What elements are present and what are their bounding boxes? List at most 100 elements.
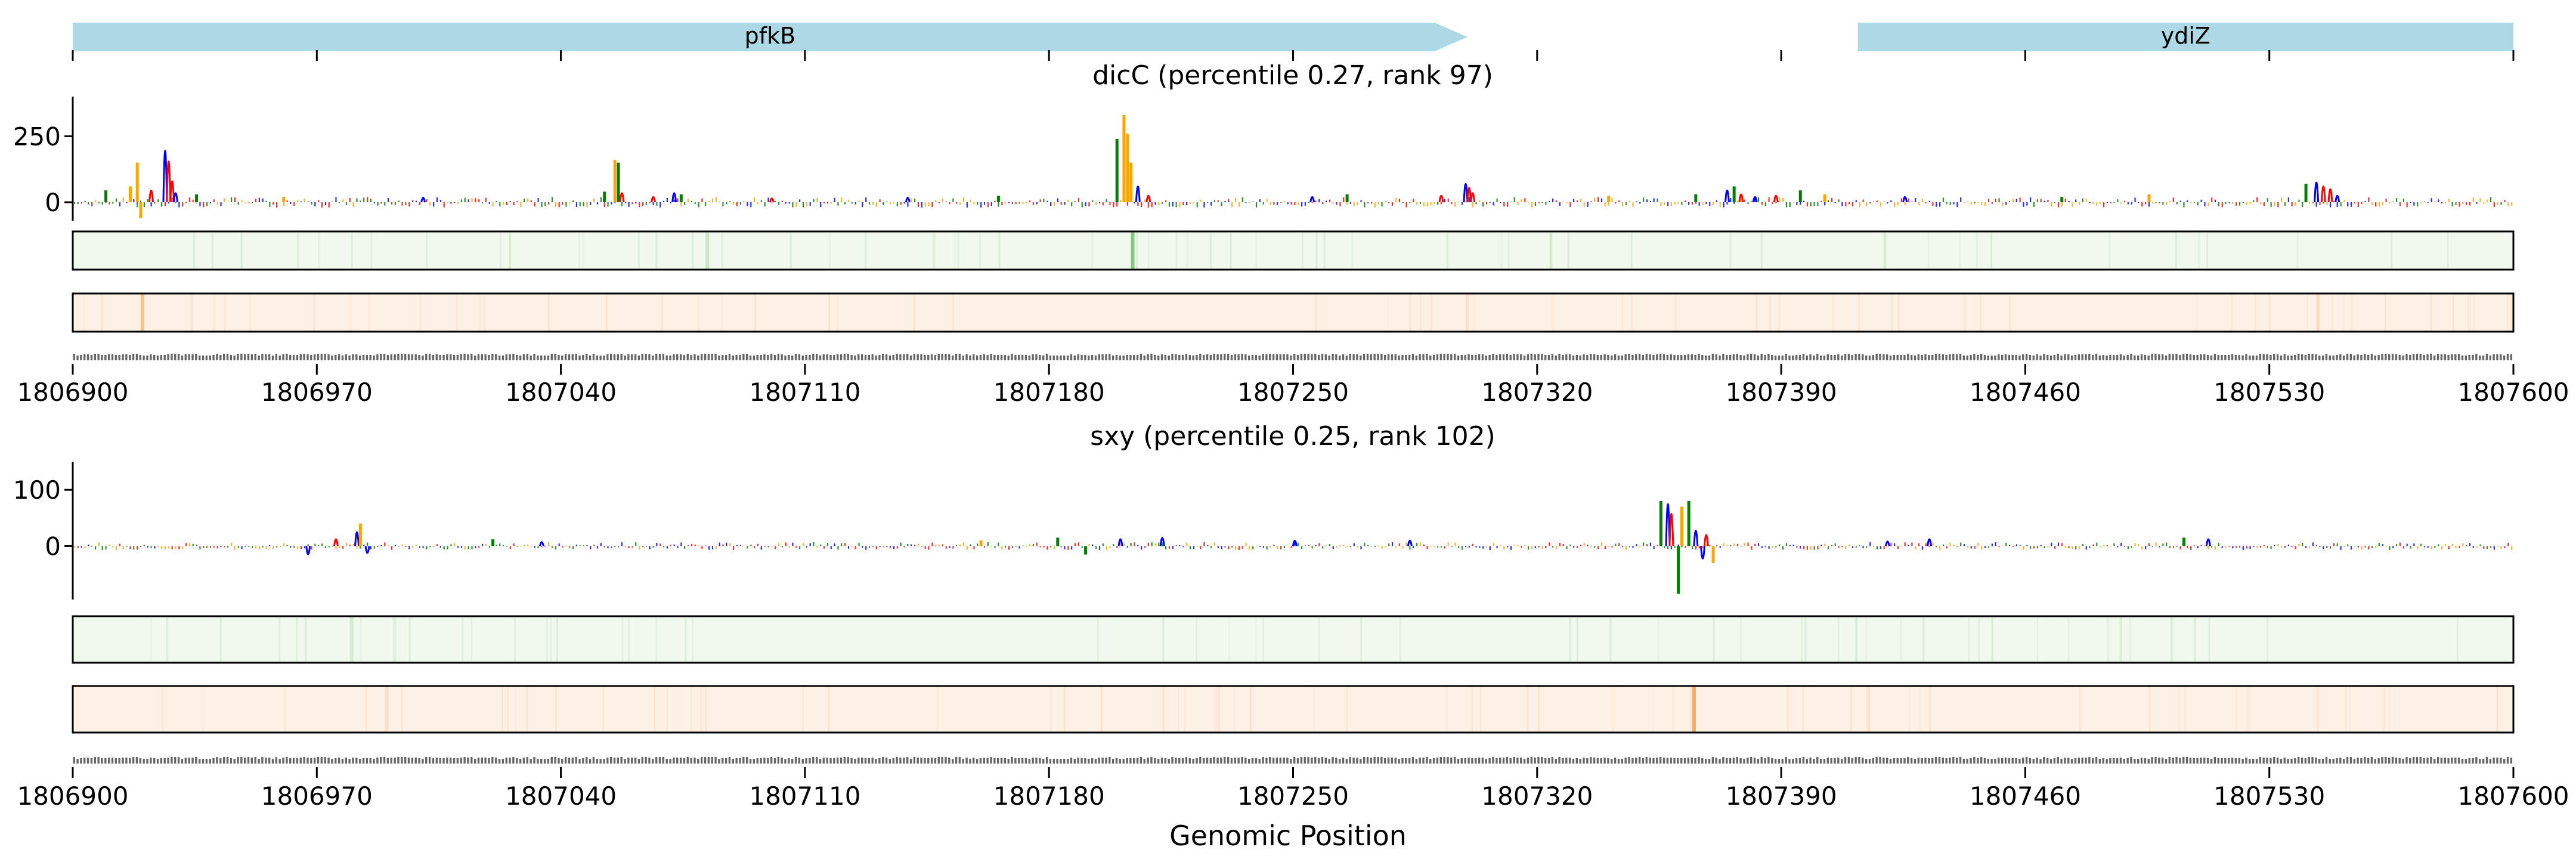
sequence-base <box>739 758 741 764</box>
track2-streak <box>2506 293 2509 332</box>
sequence-base <box>1555 356 1557 360</box>
track1-streak <box>1968 616 1970 663</box>
sequence-base <box>1496 758 1498 764</box>
sequence-base <box>1290 759 1292 764</box>
sequence-base <box>2085 758 2087 764</box>
track2-streak <box>2079 686 2081 733</box>
sequence-base <box>1457 759 1460 764</box>
sequence-base <box>495 354 497 360</box>
sequence-base <box>1854 757 1857 764</box>
sequence-base <box>2228 355 2230 360</box>
heat-tracks-dicc <box>72 230 2515 333</box>
sequence-base <box>1498 354 1501 360</box>
sequence-base <box>1750 757 1753 764</box>
sequence-base <box>1593 758 1596 764</box>
sequence-base <box>212 758 215 764</box>
sequence-base <box>617 758 620 764</box>
sequence-base <box>2426 758 2429 764</box>
sequence-base <box>2468 355 2470 360</box>
logo-peak-3 <box>139 202 143 218</box>
sequence-base <box>341 356 344 360</box>
sequence-base <box>658 354 661 360</box>
sequence-base <box>240 354 243 360</box>
sequence-base <box>1896 758 1899 764</box>
sequence-base <box>1586 758 1589 764</box>
sequence-base <box>2353 759 2355 764</box>
track2-streak <box>952 293 955 332</box>
sequence-base <box>1590 354 1592 360</box>
sequence-base <box>1760 757 1763 764</box>
sequence-base <box>826 354 828 360</box>
sequence-base <box>2241 759 2244 764</box>
sequence-base <box>1080 758 1083 764</box>
sequence-base <box>1070 758 1073 764</box>
sequence-base <box>1471 758 1473 764</box>
sequence-base <box>833 758 835 764</box>
sequence-base <box>1258 759 1261 764</box>
sequence-base <box>1237 758 1240 764</box>
sequence-base <box>265 758 267 764</box>
sequence-base <box>2004 758 2007 764</box>
sequence-base <box>1185 757 1188 764</box>
sequence-base <box>2447 758 2450 764</box>
track2-streak <box>837 293 839 332</box>
sequence-base <box>1077 354 1079 360</box>
sequence-base <box>2234 355 2237 360</box>
sequence-base <box>1736 757 1738 764</box>
track2-streak <box>349 293 351 332</box>
sequence-base <box>1084 355 1086 360</box>
track1-streak <box>2267 616 2269 663</box>
track2-streak <box>691 686 693 733</box>
sequence-base <box>414 758 417 764</box>
sequence-base <box>1380 354 1383 360</box>
sequence-base <box>1785 757 1787 764</box>
sequence-base <box>2213 354 2216 360</box>
logo-peak-38 <box>1738 193 1744 203</box>
sequence-base <box>714 354 717 360</box>
sequence-base <box>1241 354 1243 360</box>
track2-highlight <box>1866 686 1871 733</box>
logo-peak-5 <box>162 150 168 203</box>
track2-streak <box>699 686 702 733</box>
track1-streak <box>1922 616 1925 663</box>
track1-streak <box>1729 231 1732 270</box>
track2-streak <box>913 293 915 332</box>
sequence-base <box>857 758 860 764</box>
x-axis-dicc: 1806900 1806970 1807040 1807110 1807180 18072… <box>17 364 2569 407</box>
logo-peak-25 <box>1129 162 1133 203</box>
track1-streak <box>1854 616 1857 663</box>
sequence-base <box>1719 759 1721 764</box>
sequence-base <box>373 356 375 360</box>
sequence-base <box>2077 758 2080 764</box>
track2-highlight <box>2316 293 2320 332</box>
sequence-base <box>2360 758 2363 764</box>
sequence-base <box>1862 354 1864 360</box>
sequence-base <box>1928 355 1930 360</box>
sequence-base <box>1077 758 1079 764</box>
track1-streak <box>789 231 792 270</box>
logo-peak-0 <box>305 546 311 555</box>
sequence-base <box>1492 757 1494 764</box>
sequence-base <box>1708 759 1711 764</box>
track1-streak <box>953 231 956 270</box>
sequence-base <box>543 356 546 360</box>
logo-peak-44 <box>2060 197 2064 203</box>
sequence-base <box>2018 356 2021 360</box>
track2-streak <box>2467 293 2469 332</box>
sequence-base <box>2280 356 2283 360</box>
sequence-base <box>1422 758 1425 764</box>
sequence-base <box>1370 758 1373 764</box>
sequence-base <box>1809 354 1812 360</box>
sequence-base <box>230 758 233 764</box>
track1-streak <box>957 231 959 270</box>
sequence-base <box>1826 758 1829 764</box>
sequence-base <box>1771 758 1773 764</box>
sequence-base <box>882 354 884 360</box>
sequence-base <box>177 757 180 764</box>
sequence-base <box>554 354 556 360</box>
track1-streak <box>392 616 395 663</box>
sequence-base <box>335 758 337 764</box>
sequence-base <box>1875 757 1878 764</box>
sequence-base <box>1903 758 1906 764</box>
sequence-base <box>2196 355 2199 360</box>
